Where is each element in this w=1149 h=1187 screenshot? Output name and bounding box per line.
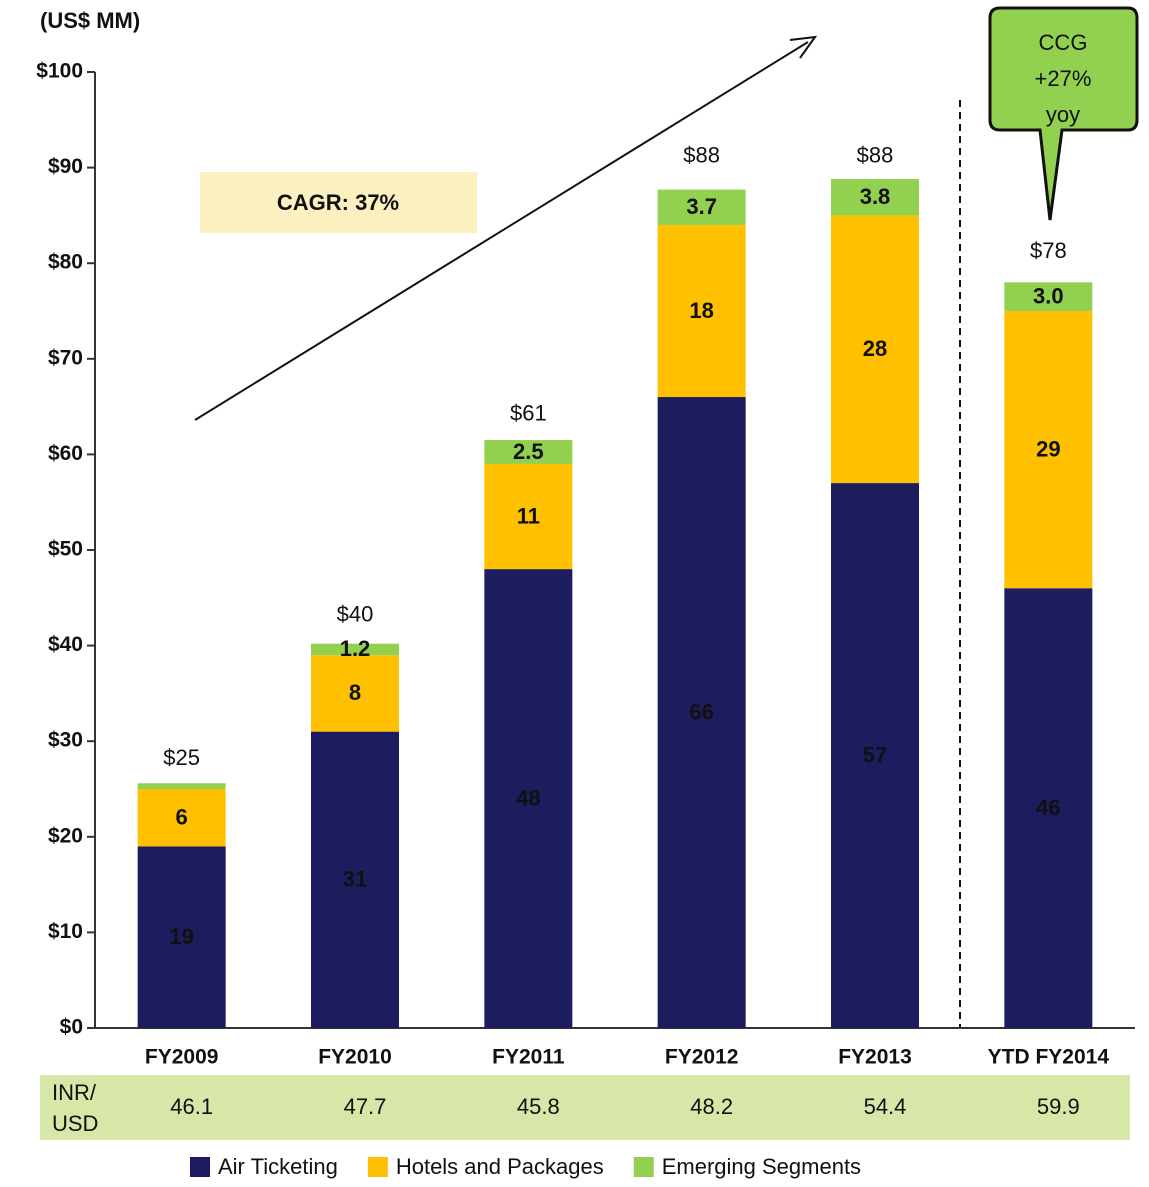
y-tick-label: $50 — [48, 538, 83, 561]
y-tick-label: $100 — [36, 60, 83, 83]
legend-swatch — [190, 1157, 210, 1177]
y-tick-label: $90 — [48, 155, 83, 178]
value-label: 18 — [689, 298, 713, 323]
bar-segment — [657, 397, 746, 1028]
value-label: 3.7 — [686, 194, 717, 219]
y-tick-label: $60 — [48, 442, 83, 465]
value-label: 48 — [516, 785, 540, 810]
fx-value: 45.8 — [517, 1094, 560, 1119]
callout-text: +27% — [1035, 66, 1092, 91]
trend-arrow — [194, 41, 809, 421]
bar-segment — [137, 783, 226, 789]
fx-value: 47.7 — [344, 1094, 387, 1119]
callout-text: yoy — [1046, 102, 1080, 127]
bar-segment — [311, 655, 399, 732]
y-tick-label: $30 — [48, 729, 83, 752]
callout — [988, 6, 1139, 221]
value-label: 28 — [863, 336, 887, 361]
value-label: 1.2 — [340, 636, 371, 661]
value-label: 66 — [689, 699, 713, 724]
arrow-head — [789, 35, 818, 59]
total-label: $40 — [337, 601, 374, 626]
y-tick-label: $40 — [48, 633, 83, 656]
bar-segment — [657, 224, 746, 398]
value-label: 2.5 — [513, 439, 544, 464]
value-label: 57 — [863, 742, 887, 767]
bar-segment — [137, 846, 226, 1028]
fx-value: 59.9 — [1037, 1094, 1080, 1119]
fx-value: 46.1 — [170, 1094, 213, 1119]
y-tick-label: $10 — [48, 920, 83, 943]
legend-label: Hotels and Packages — [396, 1154, 604, 1179]
x-tick-label: FY2013 — [838, 1046, 912, 1069]
x-tick-label: FY2009 — [145, 1046, 219, 1069]
value-label: 19 — [169, 924, 193, 949]
y-tick-label: $80 — [48, 251, 83, 274]
legend-label: Emerging Segments — [662, 1154, 861, 1179]
total-label: $78 — [1030, 238, 1067, 263]
bar-segment — [1004, 282, 1093, 311]
bar-segment — [831, 483, 919, 1029]
fx-band — [40, 1075, 1130, 1140]
total-label: $25 — [163, 745, 200, 770]
bar-segment — [311, 731, 399, 1028]
x-tick-label: FY2011 — [492, 1046, 565, 1069]
bar-segment — [484, 569, 573, 1028]
fx-value: 54.4 — [864, 1094, 907, 1119]
y-tick-label: $0 — [60, 1016, 83, 1039]
value-label: 8 — [349, 680, 361, 705]
bar-segment — [484, 463, 573, 570]
y-tick-label: $70 — [48, 346, 83, 369]
bar-segment — [831, 179, 919, 216]
value-label: 31 — [343, 867, 367, 892]
cagr-box — [200, 172, 477, 233]
fx-label: USD — [52, 1111, 98, 1136]
legend-label: Air Ticketing — [218, 1154, 338, 1179]
total-label: $88 — [683, 143, 720, 168]
value-label: 46 — [1036, 795, 1060, 820]
bar-segment — [137, 789, 226, 847]
bar-segment — [484, 440, 573, 464]
cagr-label: CAGR: 37% — [277, 190, 399, 215]
fx-value: 48.2 — [690, 1094, 733, 1119]
value-label: 3.0 — [1033, 283, 1064, 308]
bar-segment — [657, 189, 746, 225]
bar-segment — [831, 215, 919, 484]
x-tick-label: FY2012 — [665, 1046, 739, 1069]
bar-segment — [311, 643, 399, 656]
total-label: $61 — [510, 401, 547, 426]
bar-segment — [1004, 311, 1093, 589]
axis-unit: (US$ MM) — [40, 8, 140, 33]
bar-segment — [1004, 588, 1093, 1028]
legend-swatch — [367, 1157, 388, 1177]
x-tick-label: YTD FY2014 — [988, 1046, 1110, 1069]
value-label: 6 — [176, 804, 188, 829]
x-tick-label: FY2010 — [318, 1046, 392, 1069]
value-label: 3.8 — [860, 184, 891, 209]
total-label: $88 — [857, 143, 894, 168]
value-label: 29 — [1036, 436, 1060, 461]
callout-text: CCG — [1039, 30, 1088, 55]
y-tick-label: $20 — [48, 824, 83, 847]
value-label: 11 — [517, 503, 540, 528]
legend-swatch — [633, 1157, 654, 1177]
fx-label: INR/ — [52, 1080, 97, 1105]
